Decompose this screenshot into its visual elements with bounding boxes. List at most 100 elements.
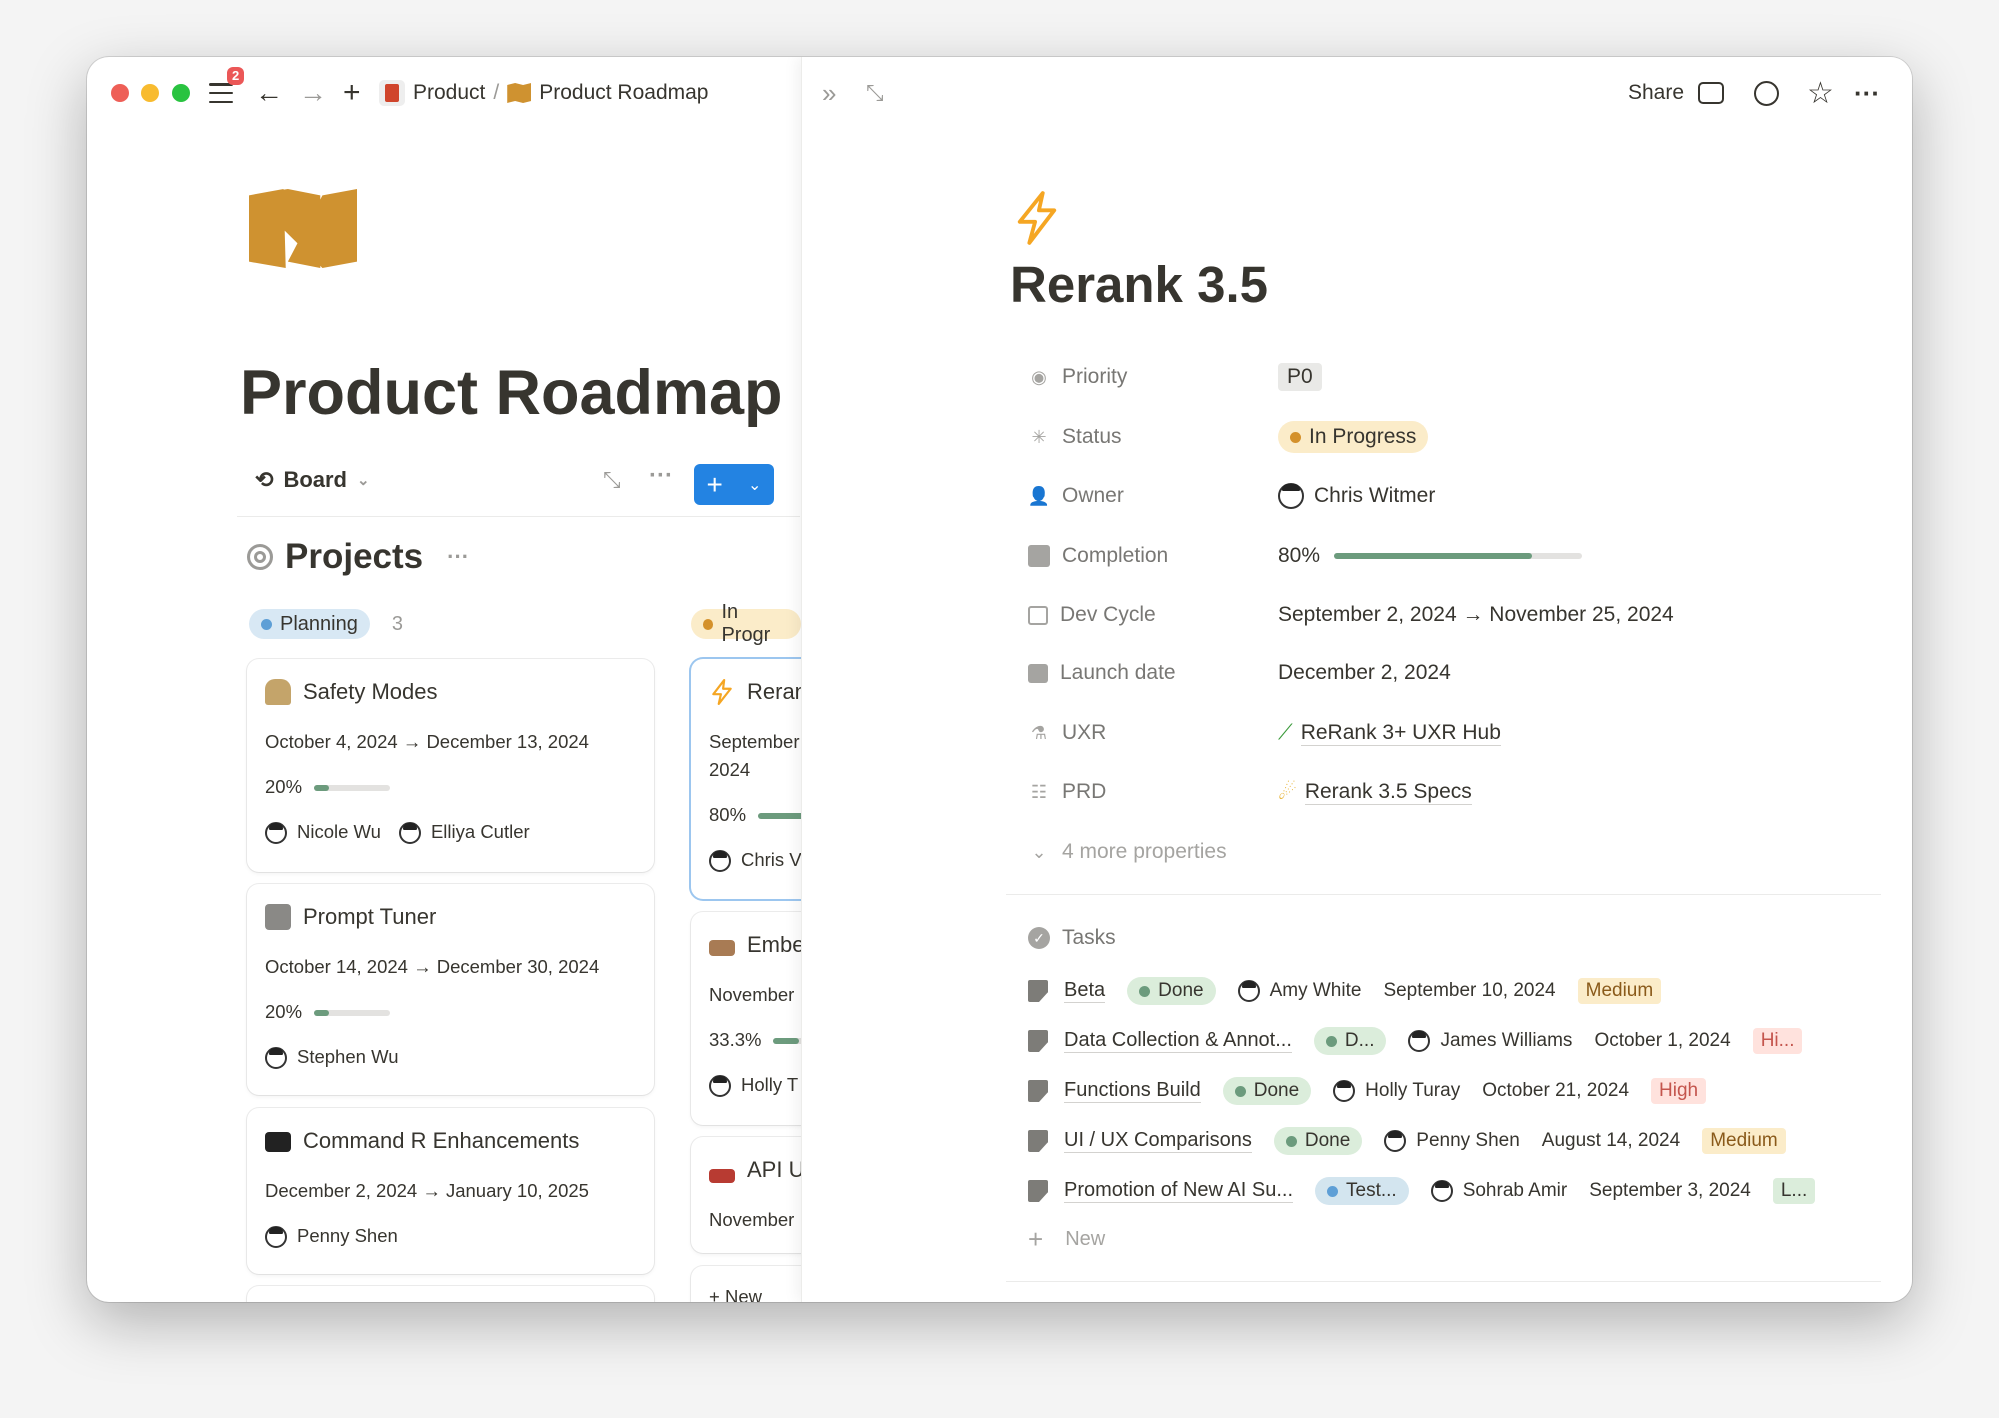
more-options-icon[interactable]: ··· [649, 462, 673, 489]
new-item-button[interactable]: + ⌄ [694, 464, 774, 505]
property-label: Owner [1062, 484, 1124, 507]
page-icon [1028, 1130, 1048, 1152]
back-arrow-icon[interactable]: ← [255, 77, 283, 108]
star-icon[interactable]: ☆ [1807, 76, 1834, 110]
task-row[interactable]: UI / UX Comparisons Done Penny Shen Augu… [1028, 1121, 1786, 1161]
column-header-in-progress[interactable]: In Progr [691, 601, 801, 646]
expand-icon[interactable]: ⤡ [866, 80, 884, 105]
card-people: Nicole Wu Elliya Cutler [265, 821, 530, 845]
divider [1006, 894, 1881, 895]
property-label: Dev Cycle [1060, 603, 1156, 626]
column-label: In Progr [721, 601, 771, 646]
menu-icon [209, 83, 233, 103]
task-row[interactable]: Promotion of New AI Su... Test... Sohrab… [1028, 1171, 1816, 1211]
task-assignee: Holly Turay [1333, 1079, 1460, 1102]
avatar [1408, 1029, 1431, 1052]
property-priority[interactable]: ◉ Priority P0 [1028, 357, 1912, 397]
more-options-icon[interactable]: ··· [1854, 77, 1880, 108]
more-properties-toggle[interactable]: ⌄ 4 more properties [1028, 832, 1912, 872]
property-label: UXR [1062, 721, 1107, 744]
breadcrumb-product-roadmap[interactable]: Product Roadmap [539, 81, 709, 104]
property-prd[interactable]: ☷ PRD ☄ Rerank 3.5 Specs [1028, 772, 1912, 812]
status-spinner-icon: ✳ [1031, 426, 1047, 447]
card-people: Holly T [709, 1074, 798, 1098]
card-people: Chris V [709, 849, 802, 873]
expand-icon[interactable]: ⤡ [603, 467, 621, 492]
minimize-window-button[interactable] [141, 84, 159, 102]
gift-icon [379, 80, 405, 106]
task-date: October 21, 2024 [1482, 1080, 1630, 1101]
person-name: Elliya Cutler [430, 821, 530, 842]
person-name: Nicole Wu [297, 821, 381, 842]
progress-fill [314, 1010, 330, 1017]
task-title[interactable]: UI / UX Comparisons [1064, 1129, 1252, 1153]
project-card[interactable] [247, 1286, 654, 1302]
forward-arrow-icon[interactable]: → [299, 77, 327, 108]
page-icon [1028, 980, 1048, 1002]
prd-link[interactable]: Rerank 3.5 Specs [1304, 779, 1472, 805]
new-task-button[interactable]: + New [1028, 1219, 1105, 1259]
person-name: Penny Shen [297, 1225, 398, 1246]
task-row[interactable]: Data Collection & Annot... D... James Wi… [1028, 1021, 1803, 1061]
control-knobs-icon [265, 904, 291, 930]
project-card[interactable]: Prompt Tuner October 14, 2024 → December… [247, 884, 654, 1095]
task-status: Done [1273, 1127, 1363, 1155]
calendar-icon [1028, 605, 1048, 625]
breadcrumb-separator: / [493, 81, 500, 104]
close-window-button[interactable] [111, 84, 129, 102]
card-people: Stephen Wu [265, 1046, 398, 1070]
tasks-label: Tasks [1062, 926, 1116, 949]
view-switcher[interactable]: ⟲ Board ⌄ [255, 467, 370, 493]
card-title: Safety Modes [303, 679, 438, 704]
property-launch-date[interactable]: Launch date December 2, 2024 [1028, 653, 1912, 693]
page-title: Product Roadmap [240, 358, 783, 428]
sidebar-toggle[interactable]: 2 [209, 67, 245, 113]
new-page-icon[interactable]: + [343, 76, 361, 109]
task-date: August 14, 2024 [1541, 1130, 1681, 1151]
aerial-tramway-icon [709, 1169, 735, 1183]
detail-panel: » ⤡ Share ☆ ··· Rerank 3.5 ◉ Priority P0 … [801, 57, 1912, 1302]
property-status[interactable]: ✳ Status In Progress [1028, 417, 1912, 457]
clock-icon[interactable] [1754, 73, 1779, 113]
task-priority: High [1651, 1078, 1707, 1104]
task-row[interactable]: Beta Done Amy White September 10, 2024 M… [1028, 971, 1662, 1011]
chart-icon [1028, 545, 1050, 567]
property-uxr[interactable]: ⚗ UXR ⟋ ReRank 3+ UXR Hub [1028, 713, 1912, 753]
card-people: Penny Shen [265, 1225, 398, 1249]
maximize-window-button[interactable] [172, 84, 190, 102]
task-assignee: James Williams [1408, 1029, 1572, 1052]
card-progress: 20% [265, 1001, 391, 1023]
property-dev-cycle[interactable]: Dev Cycle September 2, 2024 → November 2… [1028, 595, 1912, 635]
project-card[interactable]: Command R Enhancements December 2, 2024 … [247, 1108, 654, 1274]
breadcrumb-product[interactable]: Product [413, 81, 486, 104]
plus-icon: + [1028, 1223, 1044, 1254]
chevron-down-icon[interactable]: ⌄ [748, 476, 762, 494]
property-completion[interactable]: Completion 80% [1028, 536, 1912, 576]
share-button[interactable]: Share [1628, 81, 1685, 104]
collapse-panel-icon[interactable]: » [822, 77, 837, 108]
column-count: 3 [391, 612, 403, 635]
card-title: Prompt Tuner [303, 904, 437, 929]
task-title[interactable]: Functions Build [1064, 1079, 1201, 1103]
comment-icon[interactable] [1698, 73, 1724, 113]
progress-fill [758, 813, 819, 820]
card-dates: October 4, 2024 → December 13, 2024 [265, 731, 589, 752]
progress-label: 80% [709, 804, 747, 825]
dev-cycle-value: September 2, 2024 → November 25, 2024 [1278, 603, 1674, 626]
task-priority: Hi... [1752, 1028, 1803, 1054]
task-priority: Medium [1702, 1128, 1786, 1154]
task-title[interactable]: Promotion of New AI Su... [1064, 1179, 1293, 1203]
plus-icon: + [706, 468, 723, 500]
property-label: Status [1062, 425, 1122, 448]
uxr-link[interactable]: ReRank 3+ UXR Hub [1300, 720, 1501, 746]
column-header-planning[interactable]: Planning 3 [249, 609, 403, 639]
task-title[interactable]: Data Collection & Annot... [1064, 1029, 1292, 1053]
progress-fill [1334, 553, 1533, 559]
card-title: Embe [747, 932, 805, 957]
property-owner[interactable]: 👤 Owner Chris Witmer [1028, 476, 1912, 516]
task-title[interactable]: Beta [1064, 979, 1106, 1003]
more-options-icon[interactable]: ··· [447, 544, 470, 569]
avatar [1384, 1129, 1407, 1152]
project-card[interactable]: Safety Modes October 4, 2024 → December … [247, 659, 654, 872]
task-row[interactable]: Functions Build Done Holly Turay October… [1028, 1071, 1707, 1111]
